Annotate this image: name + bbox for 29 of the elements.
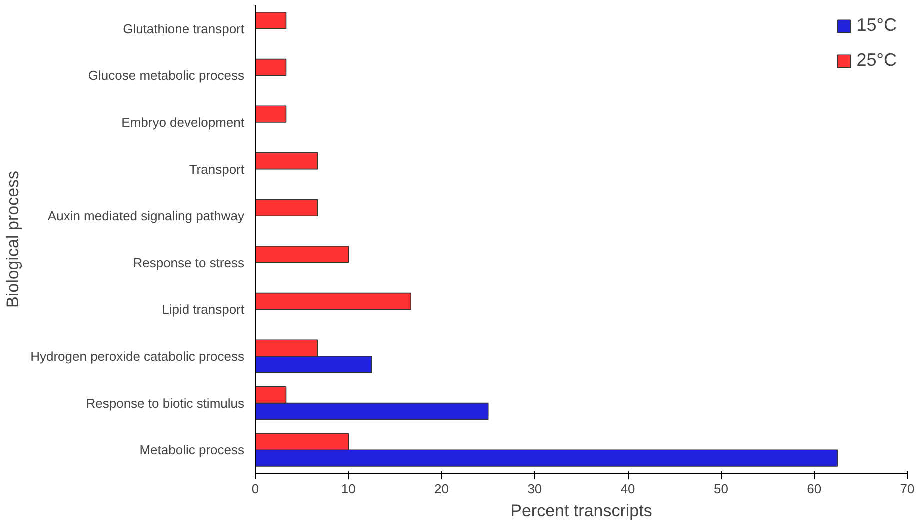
y-axis-title: Biological process: [4, 170, 23, 308]
bar: [256, 58, 287, 76]
y-tick-label: Lipid transport: [162, 302, 245, 318]
x-tick-label: 30: [528, 482, 542, 496]
x-tick-label: 20: [434, 482, 450, 496]
y-tick-label: Embryo development: [122, 115, 245, 130]
y-tick-label: Glutathione transport: [123, 21, 245, 36]
bar: [256, 152, 318, 170]
legend-label: 25°C: [856, 50, 897, 71]
bar: [256, 199, 318, 216]
bar: [256, 12, 287, 30]
bar: [256, 106, 287, 123]
x-tick-label: 40: [620, 482, 636, 496]
x-axis-title: Percent transcripts: [510, 502, 652, 520]
y-tick-label: Glucose metabolic process: [88, 68, 245, 84]
y-tick-label: Transport: [189, 162, 245, 177]
bar: [256, 292, 412, 310]
y-tick-label: Metabolic process: [140, 442, 245, 458]
x-tick-label: 70: [900, 482, 915, 496]
x-tick-label: 50: [714, 482, 728, 496]
y-tick-label: Auxin mediated signaling pathway: [48, 208, 245, 224]
bar: [256, 246, 350, 264]
x-tick-label: 60: [807, 482, 822, 496]
x-tick-label: 10: [341, 482, 356, 496]
y-tick-label: Response to stress: [133, 255, 245, 270]
y-tick-label: Hydrogen peroxide catabolic process: [30, 349, 245, 364]
x-tick-label: 0: [252, 482, 260, 496]
y-tick-label: Response to biotic stimulus: [86, 396, 245, 411]
legend-label: 15°C: [856, 15, 897, 36]
